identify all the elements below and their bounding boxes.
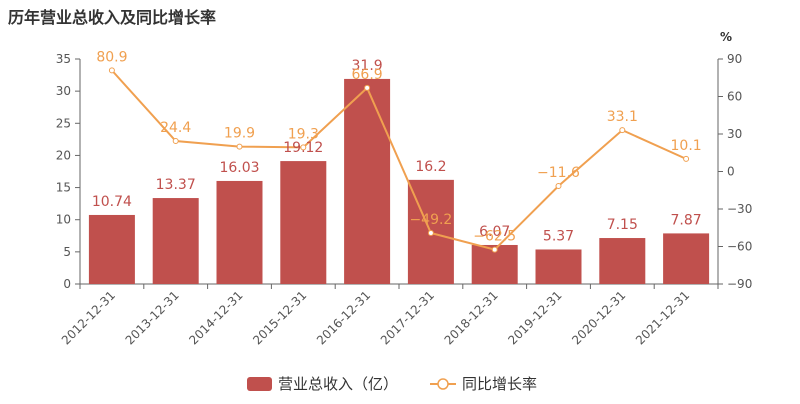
legend-bar-swatch [247,377,272,391]
growth-point [619,127,626,134]
x-tick-label: 2015-12-31 [250,288,309,347]
bar-value-label: 19.12 [283,140,323,156]
bar-value-label: 31.9 [352,58,383,74]
bar-value-label: 10.74 [92,194,132,210]
growth-point [108,67,115,74]
y-left-tick-label: 10 [56,213,71,227]
growth-point [300,144,307,151]
y-right-tick-label: −30 [727,202,752,216]
y-left-tick-label: 30 [56,84,71,98]
growth-value-label: 19.3 [288,126,319,142]
legend-bar-label: 营业总收入（亿） [278,375,398,393]
growth-value-label: 33.1 [607,109,638,125]
bar [344,78,391,284]
y-right-tick-label: −90 [727,277,752,291]
bar-value-label: 7.15 [607,217,638,233]
bar-value-label: 6.07 [479,224,510,240]
bar [216,180,263,284]
growth-value-label: 10.1 [671,138,702,154]
growth-point [364,84,371,91]
x-tick-label: 2017-12-31 [378,288,437,347]
legend-line-label: 同比增长率 [462,375,537,393]
y-right-tick-label: 30 [727,127,742,141]
x-tick-label: 2014-12-31 [186,288,245,347]
x-tick-label: 2021-12-31 [633,288,692,347]
x-tick-label: 2012-12-31 [59,288,118,347]
y-left-tick-label: 15 [56,181,71,195]
y-left-tick-label: 0 [63,277,71,291]
growth-point [172,138,179,144]
growth-point [236,143,243,150]
growth-value-label: 80.9 [96,49,127,65]
bar-value-label: 5.37 [543,228,574,244]
legend-line-marker [437,378,449,390]
growth-point [555,183,562,189]
bar [88,214,135,284]
y-right-tick-label: −60 [727,240,752,254]
x-tick-label: 2016-12-31 [314,288,373,347]
bar [280,161,327,284]
growth-line [111,69,687,251]
y-left-tick-label: 25 [56,116,71,130]
y-right-unit: % [720,30,732,44]
y-right-tick-label: 90 [727,52,742,66]
growth-value-label: −11.6 [537,165,580,181]
growth-point [427,230,434,236]
x-tick-label: 2018-12-31 [442,288,501,347]
bar-value-label: 16.2 [415,159,446,175]
y-left-tick-label: 5 [63,245,71,259]
bar [663,233,710,284]
growth-value-label: −49.2 [409,212,452,228]
x-tick-label: 2020-12-31 [569,288,628,347]
growth-value-label: 19.9 [224,126,255,142]
bar [599,238,646,284]
y-left-tick-label: 20 [56,148,71,162]
bar [152,198,199,284]
growth-value-label: 24.4 [160,120,191,136]
y-left-tick-label: 35 [56,52,71,66]
x-tick-label: 2019-12-31 [505,288,564,347]
y-right-tick-label: 0 [727,165,735,179]
bar-value-label: 7.87 [671,212,702,228]
chart-title: 历年营业总收入及同比增长率 [8,8,217,27]
growth-value-label: −62.5 [473,229,516,245]
bar-value-label: 13.37 [156,177,196,193]
x-tick-label: 2013-12-31 [123,288,182,347]
growth-point [683,155,690,162]
y-right-tick-label: 60 [727,90,742,104]
growth-point [491,246,498,253]
bar-value-label: 16.03 [219,160,259,176]
bar [535,249,582,284]
growth-value-label: 66.9 [352,67,383,83]
